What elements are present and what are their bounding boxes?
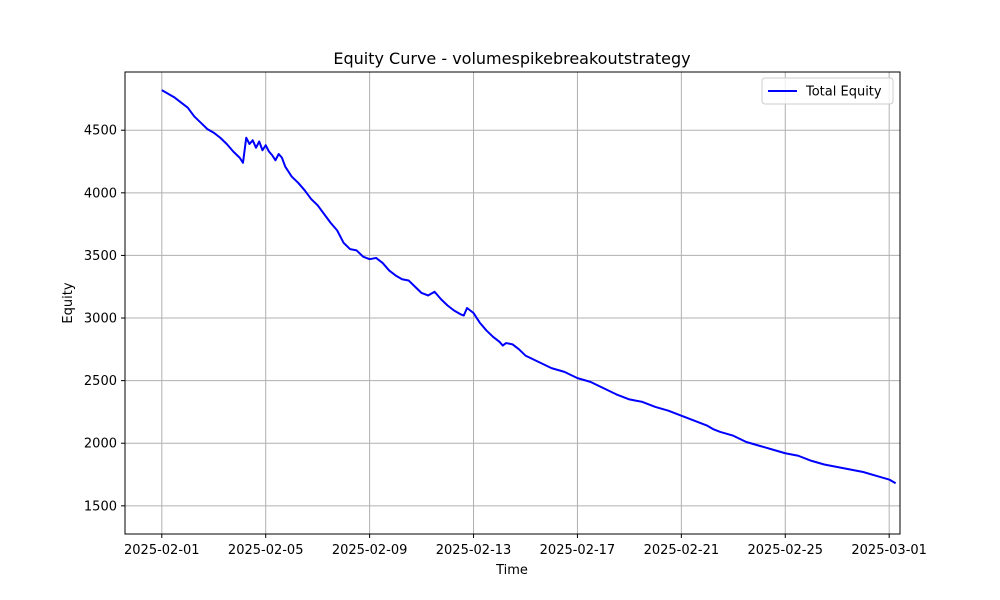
y-tick-label: 2000 xyxy=(84,437,117,452)
grid xyxy=(125,72,900,534)
x-tick-label: 2025-02-17 xyxy=(540,543,616,558)
y-tick-label: 1500 xyxy=(84,499,117,514)
x-tick-label: 2025-02-09 xyxy=(332,543,408,558)
legend: Total Equity xyxy=(761,77,894,105)
x-tick-label: 2025-02-05 xyxy=(228,543,304,558)
x-tick-label: 2025-02-13 xyxy=(436,543,512,558)
series-layer xyxy=(161,89,897,485)
x-tick-label: 2025-03-01 xyxy=(851,543,927,558)
legend-label: Total Equity xyxy=(805,85,882,100)
x-axis: 2025-02-01 2025-02-05 2025-02-09 2025-02-13… xyxy=(124,534,927,558)
y-tick-label: 3500 xyxy=(84,249,117,264)
legend-box xyxy=(761,77,894,105)
y-axis: 1500 2000 2500 3000 3500 4000 4500 xyxy=(84,124,125,514)
x-tick-label: 2025-02-25 xyxy=(747,543,823,558)
y-tick-label: 4500 xyxy=(84,124,117,139)
y-tick-label: 3000 xyxy=(84,312,117,327)
series-line-total-equity xyxy=(161,89,897,485)
y-axis-label: Equity xyxy=(61,282,76,323)
x-tick-label: 2025-02-01 xyxy=(124,543,200,558)
y-tick-label: 4000 xyxy=(84,186,117,201)
y-tick-label: 2500 xyxy=(84,374,117,389)
chart-title: Equity Curve - volumespikebreakoutstrate… xyxy=(333,49,690,68)
plot-frame xyxy=(124,71,901,535)
x-tick-label: 2025-02-21 xyxy=(644,543,720,558)
x-axis-label: Time xyxy=(495,563,528,578)
